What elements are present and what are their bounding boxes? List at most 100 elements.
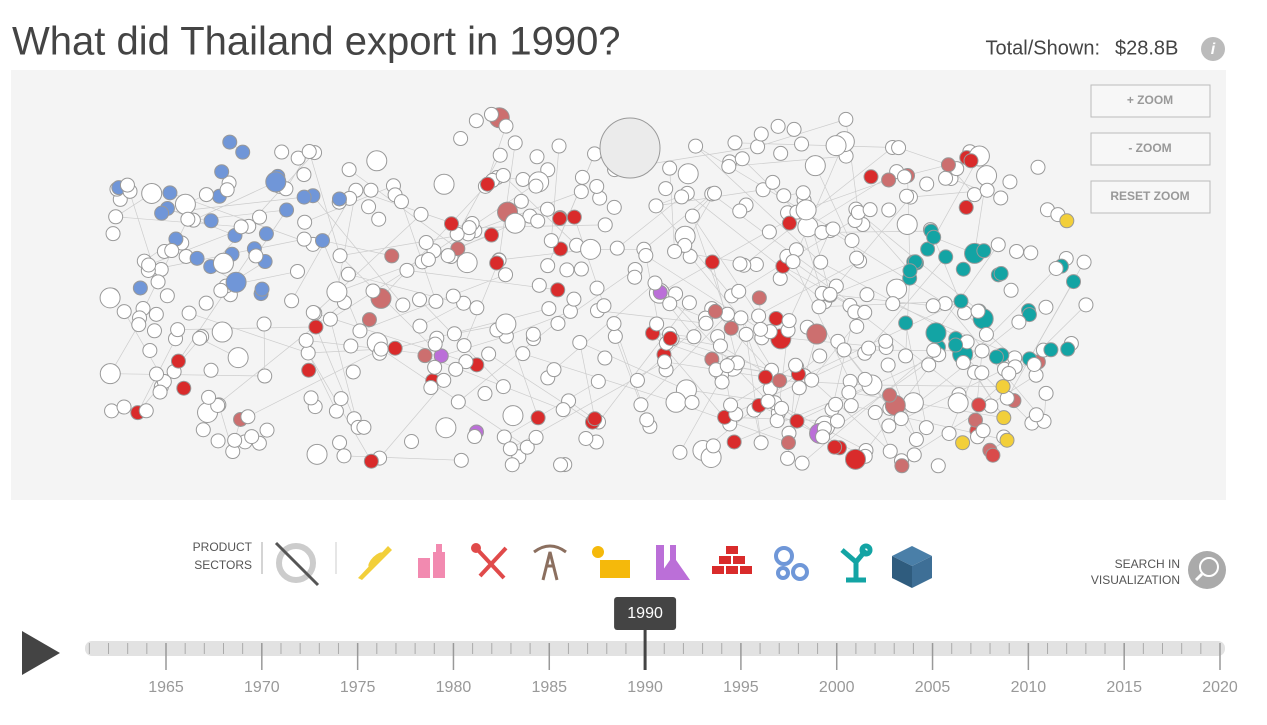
product-node (220, 183, 234, 197)
product-node (972, 398, 986, 412)
year-label: 1975 (340, 679, 376, 696)
sector-icon-other[interactable] (892, 546, 932, 588)
product-node (362, 200, 376, 214)
sector-icon-metals[interactable] (712, 546, 752, 574)
product-node (639, 249, 653, 263)
product-node (544, 234, 558, 248)
product-node (429, 294, 443, 308)
product-node (777, 189, 791, 203)
product-node (708, 186, 722, 200)
product-node (922, 358, 936, 372)
product-node (171, 323, 185, 337)
product-node (607, 317, 621, 331)
product-node (864, 170, 878, 184)
year-label: 2015 (1106, 679, 1142, 696)
product-node (597, 299, 611, 313)
product-node (705, 255, 719, 269)
product-node (886, 297, 900, 311)
timeline-track[interactable] (85, 641, 1225, 656)
sector-icon-all[interactable] (276, 543, 318, 585)
product-node (181, 212, 195, 226)
year-label: 1965 (148, 679, 184, 696)
product-node (728, 136, 742, 150)
product-node (553, 212, 567, 226)
product-node (927, 343, 941, 357)
product-node (211, 434, 225, 448)
product-node (499, 119, 513, 133)
product-node (142, 258, 156, 272)
product-node (297, 190, 311, 204)
product-node (842, 385, 856, 399)
product-node (364, 183, 378, 197)
product-node (1002, 367, 1016, 381)
product-node (437, 373, 451, 387)
product-node (531, 214, 545, 228)
product-node (436, 418, 456, 438)
sector-icon-food[interactable] (418, 544, 445, 578)
product-node (739, 327, 753, 341)
product-node (868, 406, 882, 420)
search-label: VISUALIZATION (1091, 573, 1180, 587)
product-node (796, 200, 816, 220)
reset-zoom-button[interactable]: RESET ZOOM (1091, 181, 1210, 213)
product-node (926, 299, 940, 313)
product-node (388, 341, 402, 355)
product-node (329, 404, 343, 418)
year-label: 1990 (627, 679, 663, 696)
product-node (142, 183, 162, 203)
product-node (844, 399, 858, 413)
product-node (787, 122, 801, 136)
product-node (516, 172, 530, 186)
sector-icon-oil[interactable] (534, 546, 566, 580)
sector-icon-minerals[interactable] (471, 543, 506, 578)
sector-icon-agriculture[interactable] (358, 546, 392, 580)
total-label: Total/Shown: (985, 37, 1100, 59)
product-node (215, 165, 229, 179)
product-node (720, 359, 734, 373)
sector-icon-chemicals[interactable] (592, 546, 630, 578)
product-node (234, 220, 248, 234)
product-node (196, 423, 210, 437)
product-node (117, 400, 131, 414)
product-node (673, 445, 687, 459)
product-node (956, 262, 970, 276)
product-node (659, 182, 673, 196)
product-node (323, 312, 337, 326)
product-node (484, 107, 498, 121)
year-label: 1985 (531, 679, 567, 696)
sector-icon-machinery[interactable] (776, 548, 807, 579)
sector-icon-plastics[interactable] (656, 545, 690, 580)
product-node (976, 424, 990, 438)
zoom-out-button[interactable]: - ZOOM (1091, 133, 1210, 165)
product-node (143, 343, 157, 357)
product-node (658, 355, 672, 369)
product-node (304, 391, 318, 405)
product-node (845, 233, 859, 247)
product-node (649, 199, 663, 213)
product-node (579, 431, 593, 445)
product-node (214, 283, 228, 297)
zoom-out-text: - ZOOM (1128, 141, 1171, 155)
product-node (1049, 261, 1063, 275)
product-node (503, 406, 523, 426)
year-label: 1995 (723, 679, 759, 696)
product-node (457, 339, 471, 353)
search-button[interactable] (1188, 551, 1226, 589)
product-node (761, 394, 775, 408)
zoom-in-button[interactable]: + ZOOM (1091, 85, 1210, 117)
sector-icon-electronics[interactable] (842, 546, 870, 580)
product-node (496, 168, 510, 182)
product-node (591, 374, 605, 388)
product-node (727, 435, 741, 449)
product-node (860, 288, 874, 302)
product-node (724, 321, 738, 335)
product-node (823, 287, 837, 301)
product-node (526, 327, 540, 341)
play-button[interactable] (22, 631, 60, 675)
product-node (357, 420, 371, 434)
product-node (754, 127, 768, 141)
product-node (899, 349, 913, 363)
product-node (414, 207, 428, 221)
product-node (228, 433, 242, 447)
product-node (503, 442, 517, 456)
